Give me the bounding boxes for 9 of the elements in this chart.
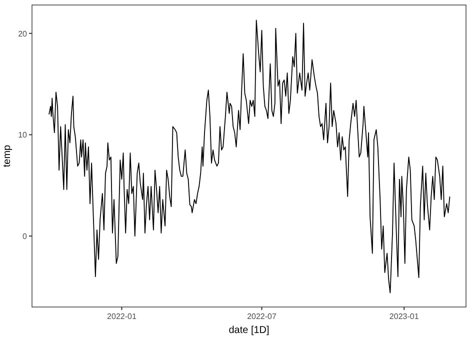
x-tick-label: 2023-01 xyxy=(389,312,420,321)
x-tick-label: 2022-01 xyxy=(107,312,137,321)
y-axis-title: temp xyxy=(2,144,13,168)
line-series xyxy=(48,20,450,294)
y-tick-label: 10 xyxy=(18,130,28,140)
x-tick-label: 2022-07 xyxy=(247,312,277,321)
y-tick-label: 20 xyxy=(18,29,28,38)
x-axis-title: date [1D] xyxy=(228,325,270,336)
y-tick-label: 0 xyxy=(22,232,28,242)
